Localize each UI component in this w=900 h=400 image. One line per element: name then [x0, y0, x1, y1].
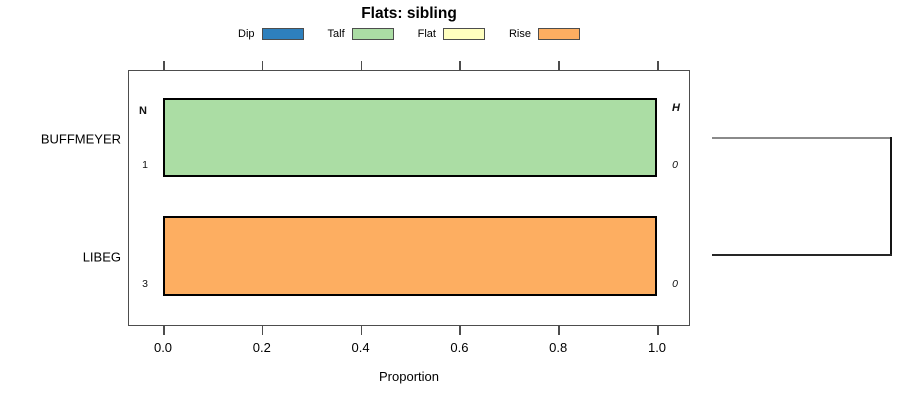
row-n-value: 1 [142, 159, 148, 171]
legend-item-dip: Dip [238, 28, 304, 40]
y-axis-label-libeg: LIBEG [82, 249, 121, 265]
x-tick-top [459, 61, 461, 70]
legend-item-talf: Talf [328, 28, 394, 40]
x-tick-bottom [261, 326, 264, 335]
x-tick-bottom [657, 326, 659, 335]
bar-libeg [163, 216, 657, 296]
row-n-value: 3 [142, 278, 148, 290]
y-axis-label-buffmeyer: BUFFMEYER [40, 131, 121, 146]
legend-label: Talf [327, 28, 345, 40]
x-tick-label: 0.4 [351, 340, 370, 355]
x-tick-label: 0.8 [549, 340, 568, 355]
x-tick-label: 0.0 [153, 340, 173, 355]
x-tick-top [360, 61, 363, 70]
x-tick-bottom [558, 326, 560, 335]
legend-swatch-flat [442, 28, 485, 40]
chart-title: Flats: sibling [361, 5, 457, 22]
legend-swatch-rise [538, 28, 580, 40]
column-header-n: N [139, 105, 147, 117]
legend-item-rise: Rise [509, 28, 580, 40]
bar-segment-rise [165, 218, 655, 294]
dendrogram-branch-top [712, 137, 892, 139]
legend-label: Rise [508, 28, 531, 40]
legend: Dip Talf Flat Rise [128, 26, 690, 42]
legend-item-flat: Flat [418, 28, 485, 40]
x-tick-label: 0.2 [252, 340, 271, 355]
dendrogram-join-vertical [890, 137, 892, 256]
x-tick-bottom [360, 326, 363, 335]
x-tick-top [558, 61, 560, 70]
x-tick-bottom [459, 326, 461, 335]
bar-buffmeyer [163, 98, 657, 177]
legend-swatch-dip [261, 28, 304, 40]
x-tick-top [657, 61, 659, 70]
row-h-value: 0 [672, 278, 678, 290]
x-tick-bottom [163, 326, 165, 335]
column-header-h: H [672, 102, 680, 114]
dendrogram-branch-bottom [712, 254, 892, 256]
row-h-value: 0 [672, 159, 678, 171]
x-axis-title: Proportion [379, 369, 439, 384]
x-tick-top [261, 61, 264, 70]
legend-swatch-talf [351, 28, 394, 40]
x-tick-top [163, 61, 165, 70]
bar-segment-talf [165, 100, 655, 175]
legend-label: Dip [238, 28, 255, 40]
legend-label: Flat [417, 28, 436, 40]
x-tick-label: 0.6 [450, 340, 469, 355]
x-tick-label: 1.0 [647, 340, 667, 355]
